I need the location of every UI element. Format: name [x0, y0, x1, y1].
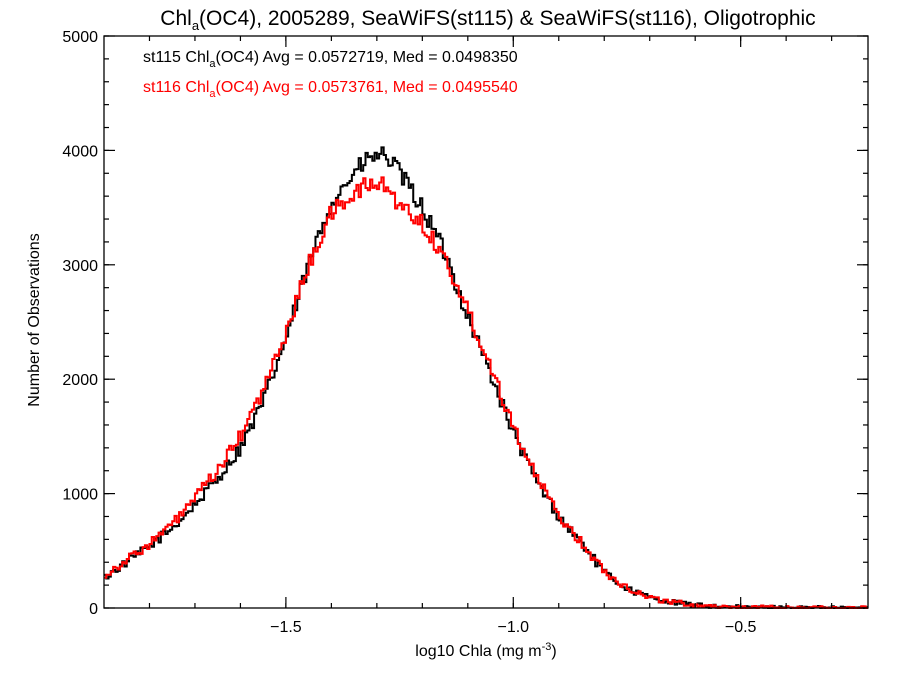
y-tick-label: 2000 [62, 372, 98, 389]
y-axis-label: Number of Observations [26, 233, 43, 406]
y-tick-label: 3000 [62, 258, 98, 275]
chart-title-subscript: a [192, 18, 200, 33]
plot-frame [103, 35, 869, 609]
y-tick-label: 4000 [62, 143, 98, 160]
tick-layer: −1.5 −1.0 −0.5 0 1000 2000 3000 4000 5000 [62, 29, 868, 636]
series-layer [104, 146, 868, 609]
x-tick-label: −0.5 [725, 619, 757, 636]
x-tick-label: −1.5 [270, 619, 302, 636]
x-tick-label: −1.0 [497, 619, 529, 636]
legend-entry-st116: st116 Chla(OC4) Avg = 0.0573761, Med = 0… [143, 79, 518, 100]
series-line-st115 [104, 146, 868, 609]
x-axis-label: log10 Chla (mg m-3) [415, 641, 556, 660]
legend-entry-st115: st115 Chla(OC4) Avg = 0.0572719, Med = 0… [143, 49, 518, 70]
series-line-st116 [104, 176, 868, 609]
chart-title: Chla(OC4), 2005289, SeaWiFS(st115) & Sea… [160, 7, 815, 33]
y-tick-label: 1000 [62, 487, 98, 504]
y-tick-label: 0 [89, 601, 98, 618]
y-tick-label: 5000 [62, 29, 98, 46]
